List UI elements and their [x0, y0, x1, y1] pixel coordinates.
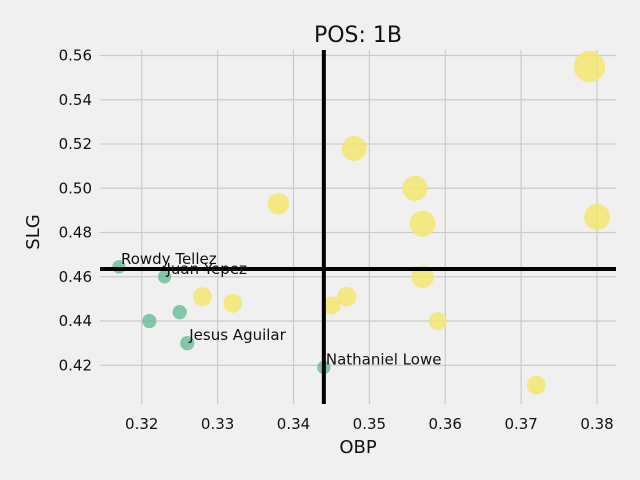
data-point: [584, 204, 611, 231]
y-tick-label: 0.44: [59, 312, 92, 330]
reference-lines: [100, 50, 616, 404]
y-tick-labels: 0.42 0.44 0.46 0.48 0.50 0.52 0.54 0.56: [59, 47, 92, 375]
data-point: [157, 270, 172, 284]
x-tick-label: 0.32: [125, 415, 158, 433]
data-point: [180, 336, 195, 351]
x-tick-label: 0.33: [201, 415, 234, 433]
point-label: Juan Yepez: [166, 260, 248, 278]
x-tick-label: 0.35: [353, 415, 386, 433]
x-tick-label: 0.37: [504, 415, 537, 433]
y-tick-label: 0.46: [59, 268, 92, 286]
y-tick-label: 0.50: [59, 179, 92, 197]
x-tick-labels: 0.32 0.33 0.34 0.35 0.36 0.37 0.38: [125, 415, 614, 433]
data-point: [322, 296, 341, 315]
x-tick-label: 0.36: [429, 415, 462, 433]
data-point: [223, 293, 243, 313]
point-label: Nathaniel Lowe: [326, 350, 442, 368]
y-tick-label: 0.48: [59, 224, 92, 242]
point-label: Jesus Aguilar: [188, 326, 286, 344]
x-axis-label: OBP: [339, 437, 377, 458]
data-point: [428, 312, 447, 330]
x-tick-label: 0.38: [580, 415, 613, 433]
data-points: [112, 50, 611, 395]
data-point: [267, 193, 290, 215]
data-point: [193, 287, 212, 307]
data-point: [172, 305, 187, 320]
data-point: [402, 175, 428, 201]
y-tick-label: 0.54: [59, 91, 92, 109]
point-label: Rowdy Tellez: [121, 250, 217, 268]
data-point: [411, 265, 434, 288]
x-tick-label: 0.34: [277, 415, 310, 433]
chart-title: POS: 1B: [314, 23, 402, 48]
data-point: [573, 50, 606, 83]
data-point: [341, 135, 367, 162]
data-point: [409, 210, 436, 237]
data-point: [526, 375, 546, 395]
y-tick-label: 0.42: [59, 356, 92, 374]
data-point: [142, 313, 157, 329]
data-point: [336, 286, 357, 307]
y-axis-label: SLG: [23, 214, 44, 249]
y-tick-label: 0.56: [59, 47, 92, 65]
y-tick-label: 0.52: [59, 135, 92, 153]
